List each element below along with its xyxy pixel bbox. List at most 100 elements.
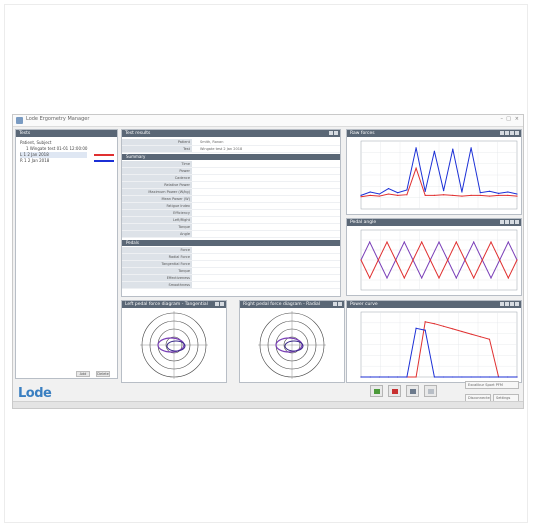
data-point [516,376,518,378]
table-cell [313,231,336,237]
info-row: Test Wingate test 2 Jan 2018 [122,146,340,153]
tree-item[interactable]: R 1 2 Jan 2018 [20,158,50,163]
close-button[interactable]: × [514,116,519,122]
stop-button[interactable] [388,385,401,397]
delete-button[interactable]: Delete [96,371,110,377]
add-button[interactable]: Add [76,371,90,377]
data-point [481,259,483,261]
data-point [479,192,481,194]
tree-item[interactable]: 1 Wingate test 01-01 12:00:00 [26,146,88,151]
table-row: Angle [122,231,340,238]
table-cell [243,203,266,209]
table-cell [219,261,242,267]
table-row: Efficiency [122,210,340,217]
data-point [412,259,414,261]
row-label: Efficiency [122,210,192,216]
title-bar: Lode Ergometry Manager – □ × [13,115,523,127]
table-row: Time [122,161,340,168]
data-point [424,194,426,196]
table-cell [196,275,219,281]
stop-icon [392,389,398,394]
export-button[interactable] [424,385,437,397]
panel-header: Tests [16,130,117,137]
table-cell [289,189,312,195]
info-value: Wingate test 2 Jan 2018 [200,147,243,151]
data-point [452,376,454,378]
row-cells [196,247,336,253]
data-point [507,191,509,193]
line-chart [360,229,518,291]
data-point [452,194,454,196]
export-icon [428,389,434,394]
panel-buttons [329,131,338,136]
data-point [433,194,436,196]
data-point [403,241,405,243]
row-cells [196,231,336,237]
table-cell [243,231,266,237]
start-button[interactable] [370,385,383,397]
panel-header: Raw forces [347,130,521,137]
application-window: Lode Ergometry Manager – □ × Tests Patie… [12,114,524,409]
data-point [507,376,509,378]
row-label: Left/Right [122,217,192,223]
data-point [377,259,379,261]
data-point [387,193,390,195]
table-row: Relative Power [122,182,340,189]
table-cell [196,217,219,223]
data-point [369,277,371,279]
info-row: Patient Smith, Ronan [122,139,340,146]
data-point [406,376,408,378]
data-point [395,259,397,261]
table-cell [243,189,266,195]
table-cell [313,175,336,181]
pause-button[interactable] [406,385,419,397]
test-tree[interactable]: Patient, Subject 1 Wingate test 01-01 12… [20,140,88,164]
data-point [360,194,362,196]
data-point [403,277,405,279]
device-select[interactable]: Excalibur Sport PFM [465,381,519,389]
table-cell [289,231,312,237]
table-cell [266,203,289,209]
table-cell [289,203,312,209]
force-loop [284,340,304,352]
section-header: Summary [122,154,340,160]
table-cell [243,196,266,202]
data-point [406,194,408,196]
app-icon [16,117,23,124]
table-row: Mean Power (W) [122,196,340,203]
row-cells [196,210,336,216]
table-cell [243,254,266,260]
data-point [397,192,399,194]
minimize-button[interactable]: – [500,116,504,122]
data-point [464,259,466,261]
data-point [461,376,463,378]
image-frame [4,4,528,523]
table-cell [266,217,289,223]
tree-item[interactable]: Patient, Subject [20,140,52,145]
table-cell [196,268,219,274]
data-point [498,194,500,196]
data-point [406,189,408,191]
table-cell [313,182,336,188]
tree-item[interactable]: L 1 2 Jan 2018 [20,152,88,158]
data-point [369,376,371,378]
panel-title: Right pedal force diagram - Radial [243,302,321,307]
row-cells [196,175,336,181]
row-label: Maximum Power (W/kg) [122,189,192,195]
maximize-button[interactable]: □ [506,116,511,122]
table-cell [266,196,289,202]
data-point [369,241,371,243]
table-row: Force [122,247,340,254]
pedals-table: Force Radial Force Tangential Force Torque E… [122,247,340,289]
table-cell [289,268,312,274]
data-point [433,150,436,152]
table-cell [219,224,242,230]
table-cell [313,210,336,216]
table-cell [266,182,289,188]
row-label: Time [122,161,192,167]
table-cell [243,168,266,174]
table-cell [219,182,242,188]
legend-line-blue [94,160,114,162]
table-row: Torque [122,268,340,275]
panel-title: Raw forces [350,131,375,136]
